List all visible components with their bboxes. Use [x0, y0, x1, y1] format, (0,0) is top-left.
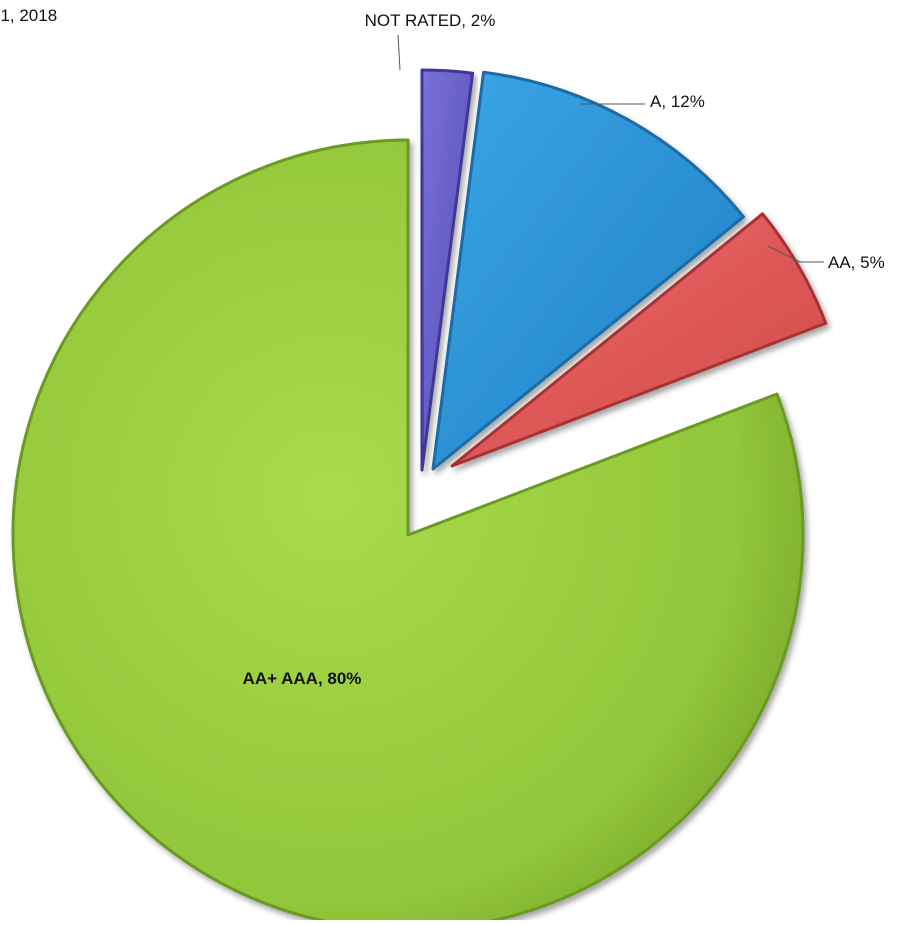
- pie-slice-aa: [450, 212, 828, 468]
- data-label-aa: AA, 5%: [828, 253, 885, 272]
- data-label-not-rated: NOT RATED, 2%: [365, 11, 496, 30]
- pie-slice-aa-aaa: [11, 138, 805, 925]
- leader-line: [397, 34, 401, 71]
- pie-slice-a: [431, 70, 745, 471]
- pie-slice-not-rated: [420, 68, 475, 472]
- leader-line: [767, 245, 824, 263]
- data-label-a: A, 12%: [650, 92, 705, 111]
- data-label-aa-aaa: AA+ AAA, 80%: [243, 669, 362, 688]
- chart-title-fragment: 31, 2018: [0, 6, 58, 25]
